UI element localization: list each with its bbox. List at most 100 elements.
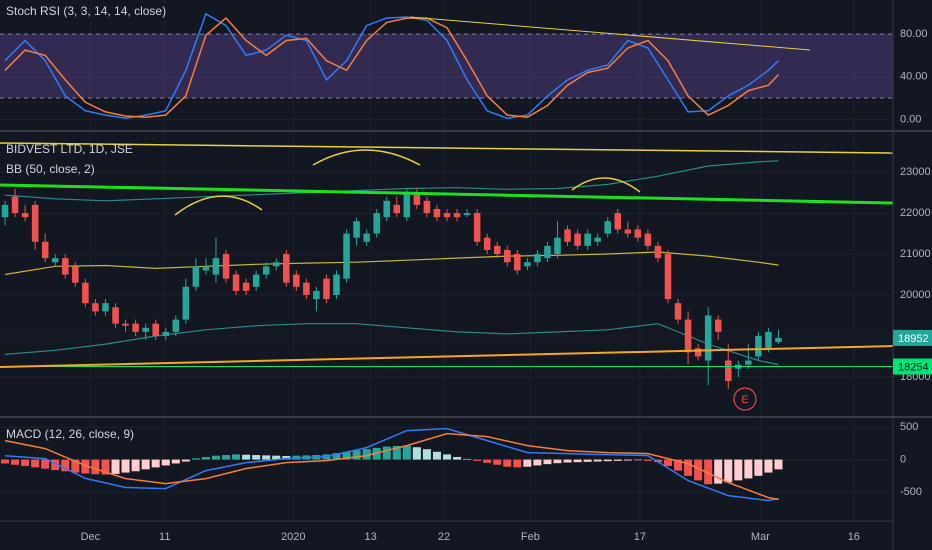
candle-body — [21, 213, 29, 218]
histogram-bar — [392, 445, 401, 460]
y-tick-label: 80.00 — [900, 28, 928, 40]
candle-body — [624, 229, 632, 234]
y-tick-label: -500 — [900, 486, 922, 498]
candle-body — [724, 360, 732, 382]
y-tick-label: 500 — [900, 421, 918, 433]
trend-line — [409, 16, 811, 51]
candle-body — [463, 213, 471, 216]
candle-body — [112, 307, 119, 324]
x-tick-label: Dec — [81, 531, 101, 543]
histogram-bar — [463, 458, 472, 460]
trend-line — [0, 345, 894, 368]
candle-body — [92, 303, 99, 312]
price-label-box — [893, 329, 932, 346]
candle-body — [41, 241, 49, 259]
bollinger-line — [4, 323, 779, 366]
histogram-bar — [563, 459, 572, 463]
histogram-bar — [1, 459, 10, 464]
candle-body — [564, 229, 571, 242]
pane-title: BIDVEST LTD, 1D, JSE — [6, 142, 133, 156]
histogram-bar — [714, 459, 723, 484]
candle-body — [242, 282, 250, 291]
x-tick-label: 13 — [365, 531, 377, 543]
histogram-bar — [282, 456, 291, 460]
candle-body — [152, 323, 159, 336]
histogram-bar — [262, 455, 271, 460]
candle-body — [31, 204, 39, 242]
candle-body — [142, 327, 149, 332]
candle-body — [604, 221, 611, 234]
candle-body — [132, 323, 139, 332]
histogram-bar — [704, 459, 713, 485]
histogram-bar — [473, 459, 482, 461]
histogram-bar — [402, 445, 411, 460]
candle-body — [453, 213, 461, 218]
candle-body — [303, 282, 310, 296]
candle-body — [262, 266, 270, 275]
bollinger-line — [4, 160, 779, 202]
series-line — [4, 17, 780, 118]
y-tick-label: 22000 — [900, 207, 931, 219]
histogram-bar — [121, 459, 130, 473]
histogram-bar — [131, 459, 140, 472]
histogram-bar — [593, 459, 602, 462]
histogram-bar — [744, 459, 753, 479]
histogram-bar — [111, 459, 120, 474]
histogram-bar — [734, 459, 743, 481]
candle-body — [704, 315, 712, 361]
candle-body — [182, 286, 190, 320]
candle-body — [232, 274, 240, 291]
histogram-bar — [774, 459, 783, 470]
histogram-bar — [252, 455, 261, 460]
candle-body — [122, 323, 129, 326]
y-tick-label: 23000 — [900, 166, 931, 178]
histogram-bar — [513, 459, 522, 468]
series-line — [4, 432, 779, 501]
y-tick-label: 21000 — [900, 248, 931, 260]
histogram-bar — [412, 447, 421, 460]
histogram-bar — [453, 456, 462, 460]
candle-body — [765, 331, 772, 349]
histogram-bar — [643, 459, 652, 461]
candle-body — [11, 196, 19, 214]
candle-body — [413, 192, 421, 205]
histogram-bar — [232, 454, 241, 460]
candle-body — [252, 274, 260, 287]
histogram-bar — [653, 459, 662, 463]
series-line — [4, 427, 779, 502]
candle-body — [333, 274, 340, 296]
trend-line — [0, 142, 894, 154]
histogram-bar — [533, 459, 542, 466]
candle-body — [674, 303, 682, 320]
candle-body — [483, 237, 491, 250]
price-label-box — [893, 358, 932, 375]
arc — [174, 195, 263, 216]
candle-body — [102, 303, 109, 312]
candle-body — [493, 245, 501, 255]
candle-body — [353, 221, 360, 238]
pane-title: MACD (12, 26, close, 9) — [6, 427, 134, 441]
candle-body — [554, 237, 561, 255]
candle-body — [584, 233, 591, 246]
candle-body — [755, 335, 762, 357]
histogram-bar — [181, 459, 190, 462]
histogram-bar — [272, 455, 281, 460]
histogram-bar — [442, 454, 452, 460]
candle-body — [82, 282, 89, 304]
candle-body — [443, 213, 451, 218]
histogram-bar — [21, 459, 30, 467]
histogram-bar — [171, 459, 180, 464]
histogram-bar — [523, 459, 532, 467]
histogram-bar — [91, 459, 100, 475]
candle-body — [1, 204, 9, 218]
histogram-bar — [362, 449, 371, 460]
candle-body — [473, 213, 481, 242]
candle-body — [514, 254, 521, 271]
candle-body — [594, 237, 601, 242]
histogram-bar — [663, 459, 673, 467]
trend-line — [0, 183, 894, 205]
x-tick-label: Mar — [751, 531, 770, 543]
